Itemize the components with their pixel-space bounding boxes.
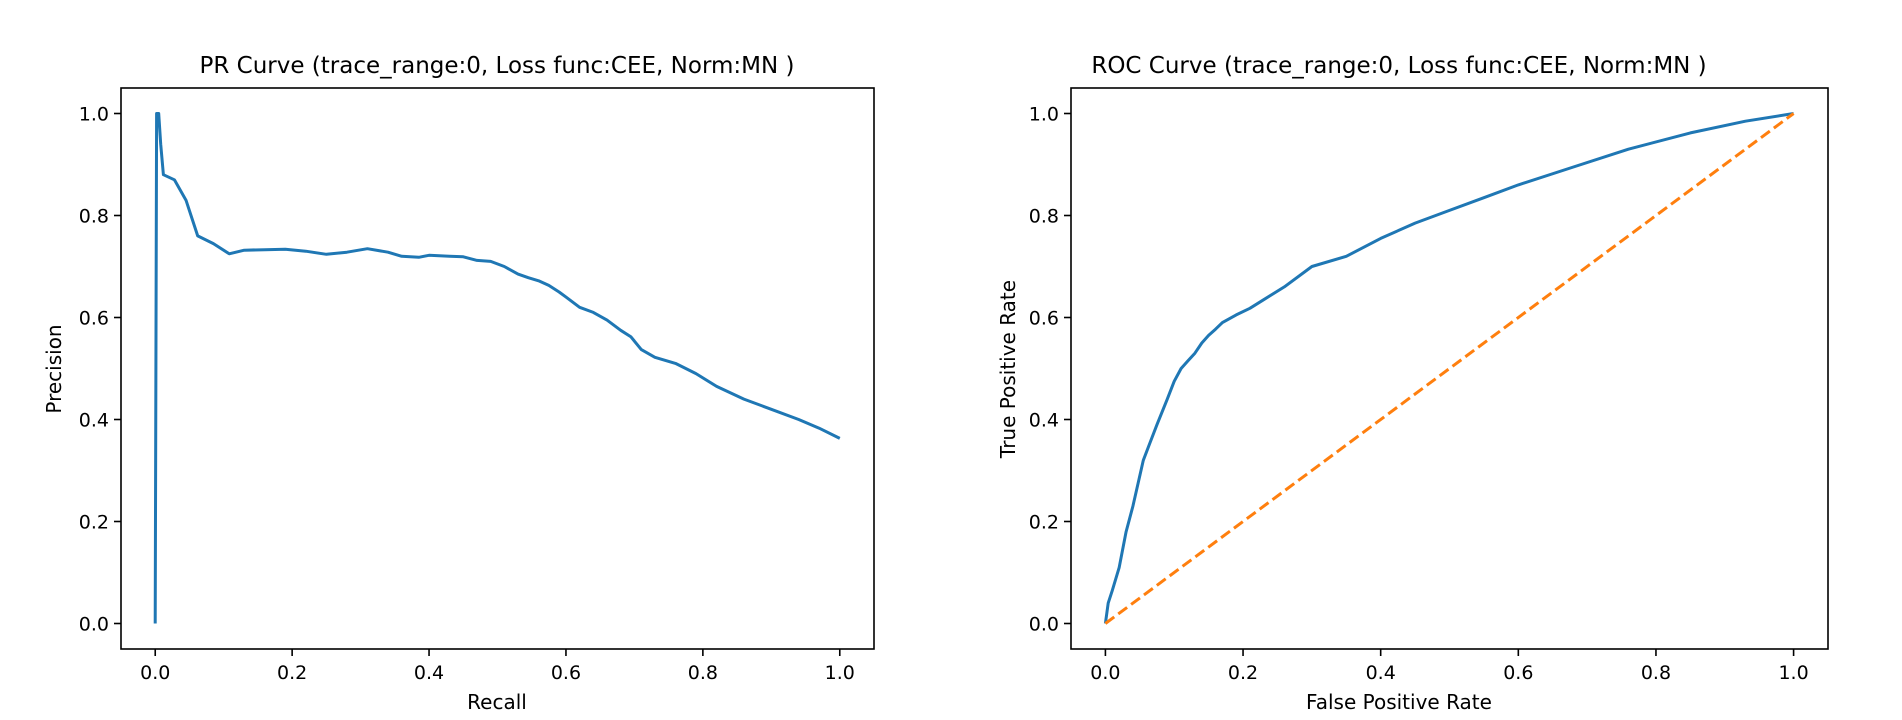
pr-y-tick-label: 0.6 (79, 308, 109, 330)
roc-y-tick-label: 0.0 (1029, 614, 1059, 636)
roc-y-axis-label: True Positive Rate (996, 280, 1020, 459)
roc-y-tick-label: 0.8 (1029, 206, 1059, 228)
pr-x-tick-label: 0.2 (277, 662, 307, 684)
roc-axes-frame (1070, 87, 1829, 650)
pr-y-tick-label: 0.0 (79, 614, 109, 636)
roc-series-line-roc (1103, 112, 1794, 624)
pr-y-tick-label: 0.4 (79, 410, 109, 432)
pr-x-tick-label: 1.0 (825, 662, 855, 684)
pr-y-tick-label: 1.0 (79, 104, 109, 126)
pr-curve-chart: PR Curve (trace_range:0, Loss func:CEE, … (42, 53, 875, 714)
pr-series-line-pr (153, 112, 841, 624)
roc-series-line-chance (1104, 112, 1795, 625)
pr-y-tick-label: 0.2 (79, 512, 109, 534)
pr-axes-frame (120, 87, 875, 650)
pr-x-tick-label: 0.6 (551, 662, 581, 684)
pr-x-tick-label: 0.4 (414, 662, 444, 684)
roc-plot-marks: 0.0 0.2 0.4 0.6 0.8 1.0 0.0 0.2 0.4 0.6 0.8 1.0 (1029, 87, 1829, 684)
roc-x-axis-label: False Positive Rate (1306, 690, 1492, 714)
roc-curve-chart: ROC Curve (trace_range:0, Loss func:CEE,… (996, 53, 1829, 714)
pr-y-tick-label: 0.8 (79, 206, 109, 228)
roc-x-tick-label: 0.6 (1503, 662, 1533, 684)
pr-x-tick-label: 0.8 (688, 662, 718, 684)
roc-x-tick-label: 0.8 (1641, 662, 1671, 684)
pr-plot-marks: 0.0 0.2 0.4 0.6 0.8 1.0 0.0 0.2 0.4 0.6 0.8 1.0 (79, 87, 875, 684)
roc-y-tick-label: 0.4 (1029, 410, 1059, 432)
pr-x-tick-label: 0.0 (140, 662, 170, 684)
roc-x-tick-label: 0.2 (1228, 662, 1258, 684)
pr-x-axis-label: Recall (467, 690, 527, 714)
roc-y-tick-label: 0.6 (1029, 308, 1059, 330)
roc-x-tick-label: 0.0 (1090, 662, 1120, 684)
roc-y-tick-label: 0.2 (1029, 512, 1059, 534)
roc-x-tick-label: 1.0 (1778, 662, 1808, 684)
pr-y-axis-label: Precision (42, 324, 66, 413)
pr-chart-title: PR Curve (trace_range:0, Loss func:CEE, … (199, 53, 794, 79)
roc-chart-title: ROC Curve (trace_range:0, Loss func:CEE,… (1091, 53, 1706, 79)
roc-x-tick-label: 0.4 (1366, 662, 1396, 684)
roc-y-tick-label: 1.0 (1029, 104, 1059, 126)
